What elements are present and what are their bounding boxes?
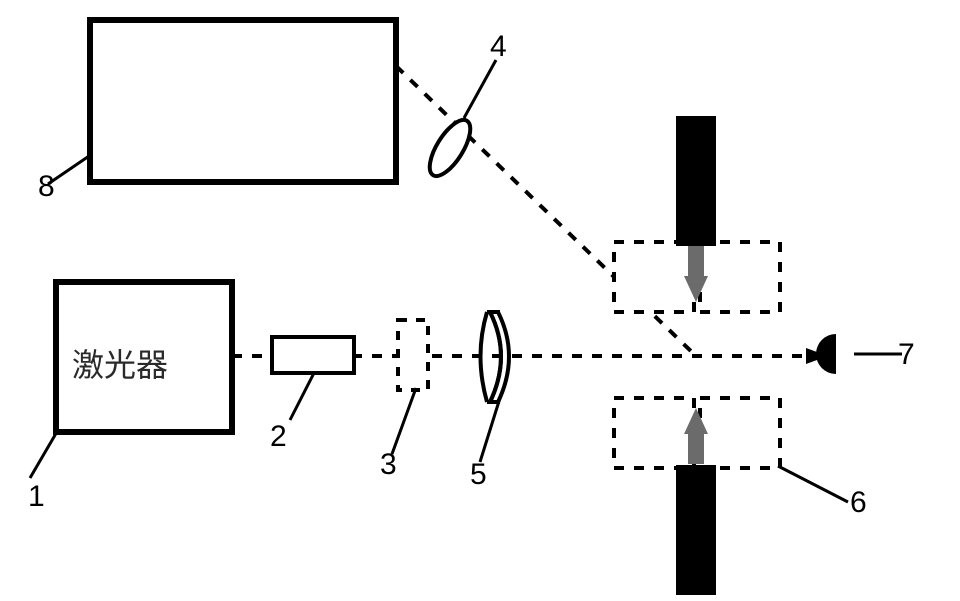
attenuator (398, 320, 428, 390)
callout-6-line (778, 466, 848, 502)
callout-1-line (30, 430, 58, 478)
shutter (272, 337, 354, 373)
callout-2-line (290, 373, 314, 420)
sample-cell-br (700, 398, 780, 468)
callout-6: 6 (850, 486, 867, 520)
electrode-stem-top (688, 246, 704, 278)
electrode-top (676, 116, 716, 246)
callout-4-line (464, 60, 496, 118)
sample-cell-tl (614, 242, 694, 312)
laser-label: 激光器 (72, 340, 168, 386)
sample-cell-bl (614, 398, 694, 468)
electrode-stem-bottom (688, 432, 704, 464)
callout-5-line (480, 398, 500, 462)
angled-lens (422, 114, 478, 182)
callout-8: 8 (38, 170, 55, 204)
callout-4: 4 (490, 30, 507, 64)
callout-3: 3 (380, 448, 397, 482)
sample-cell-tr (700, 242, 780, 312)
callout-3-line (392, 388, 416, 454)
optical-schematic (0, 0, 960, 601)
electrode-bottom (676, 465, 716, 595)
beam-stop (816, 334, 836, 374)
callout-2: 2 (270, 420, 287, 454)
callout-7: 7 (898, 338, 915, 372)
beam-angled (396, 66, 696, 356)
callout-5: 5 (470, 458, 487, 492)
callout-1: 1 (28, 480, 45, 514)
detector-box (90, 20, 396, 182)
